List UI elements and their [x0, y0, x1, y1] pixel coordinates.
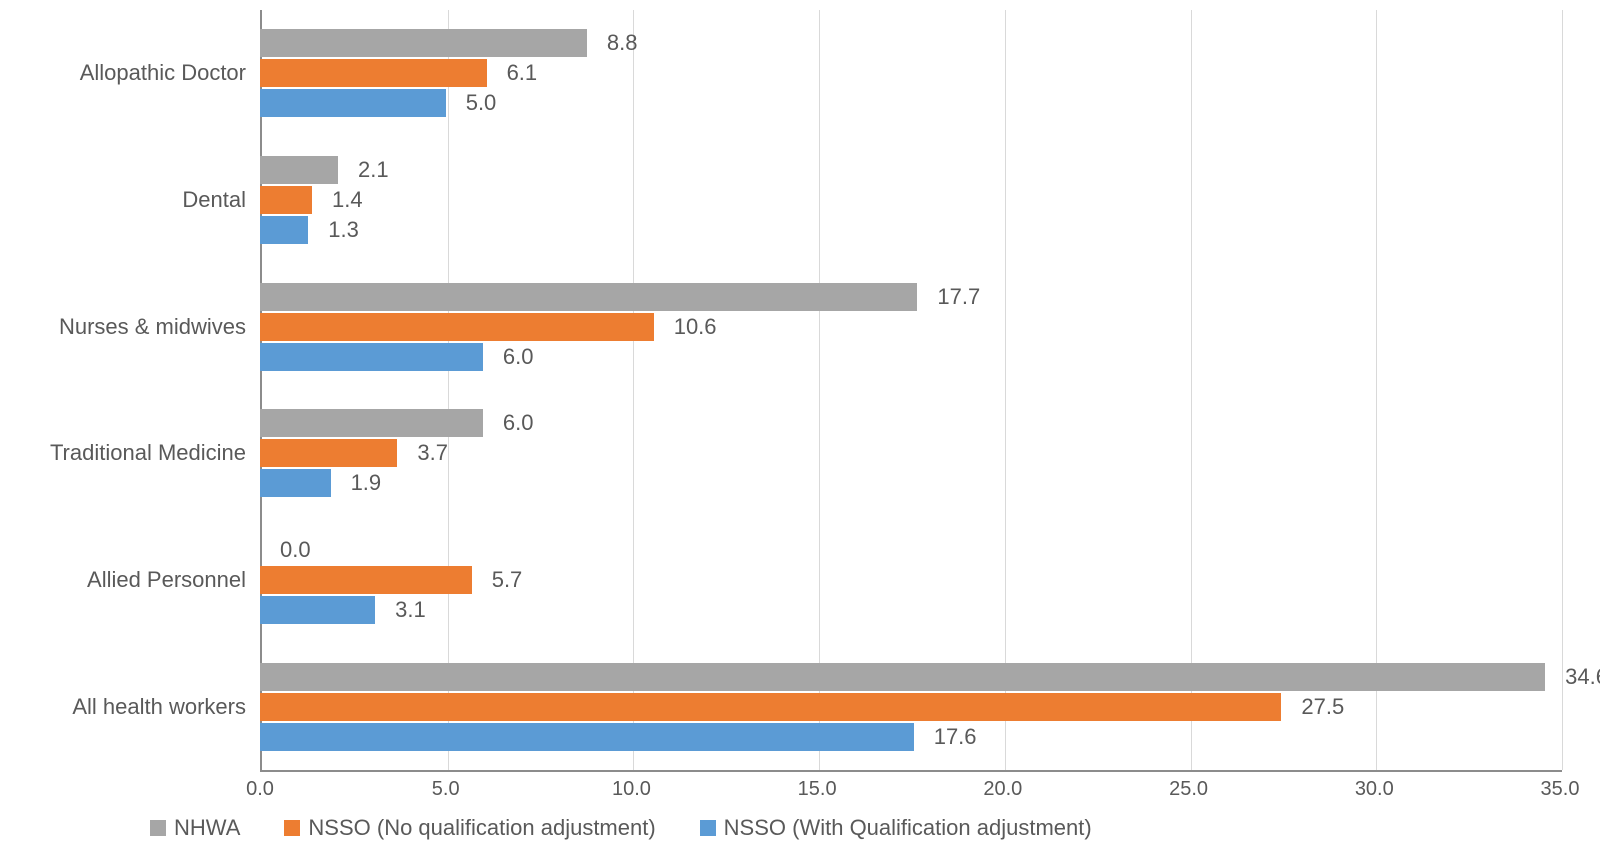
value-label: 3.1 — [395, 597, 426, 623]
bar-nsso_noq — [260, 693, 1281, 721]
value-label: 5.7 — [492, 567, 523, 593]
gridline — [448, 10, 449, 770]
bar-nsso_wq — [260, 469, 331, 497]
x-tick-label: 0.0 — [246, 778, 274, 801]
value-label: 1.3 — [328, 217, 359, 243]
category-label: All health workers — [72, 694, 246, 720]
bar-nsso_noq — [260, 566, 472, 594]
legend-item-nsso_wq: NSSO (With Qualification adjustment) — [700, 815, 1092, 841]
value-label: 6.0 — [503, 410, 534, 436]
legend-item-nhwa: NHWA — [150, 815, 240, 841]
bar-nsso_noq — [260, 59, 487, 87]
bar-nsso_noq — [260, 186, 312, 214]
bar-nsso_noq — [260, 439, 397, 467]
bar-nsso_wq — [260, 596, 375, 624]
bar-nhwa — [260, 409, 483, 437]
category-label: Allopathic Doctor — [80, 60, 246, 86]
legend-swatch — [150, 820, 166, 836]
x-tick-label: 5.0 — [432, 778, 460, 801]
gridline — [1005, 10, 1006, 770]
value-label: 10.6 — [674, 314, 717, 340]
bar-nsso_wq — [260, 723, 914, 751]
bar-nhwa — [260, 663, 1545, 691]
category-label: Traditional Medicine — [50, 440, 246, 466]
x-tick-label: 30.0 — [1355, 778, 1394, 801]
value-label: 8.8 — [607, 30, 638, 56]
bar-nsso_wq — [260, 216, 308, 244]
value-label: 17.6 — [934, 724, 977, 750]
plot-area — [260, 10, 1562, 772]
legend: NHWA NSSO (No qualification adjustment) NS… — [150, 815, 1092, 841]
bar-nhwa — [260, 283, 917, 311]
gridline — [1376, 10, 1377, 770]
gridline — [1562, 10, 1563, 770]
value-label: 6.0 — [503, 344, 534, 370]
bar-nsso_wq — [260, 89, 446, 117]
gridline — [819, 10, 820, 770]
bar-nsso_noq — [260, 313, 654, 341]
x-tick-label: 25.0 — [1169, 778, 1208, 801]
value-label: 5.0 — [466, 90, 497, 116]
x-tick-label: 15.0 — [798, 778, 837, 801]
bar-nhwa — [260, 156, 338, 184]
legend-item-nsso_noq: NSSO (No qualification adjustment) — [284, 815, 655, 841]
value-label: 27.5 — [1301, 694, 1344, 720]
category-label: Nurses & midwives — [59, 314, 246, 340]
legend-label: NHWA — [174, 815, 240, 841]
bar-nhwa — [260, 29, 587, 57]
value-label: 17.7 — [937, 284, 980, 310]
value-label: 6.1 — [507, 60, 538, 86]
x-tick-label: 35.0 — [1541, 778, 1580, 801]
x-tick-label: 20.0 — [983, 778, 1022, 801]
value-label: 3.7 — [417, 440, 448, 466]
category-label: Allied Personnel — [87, 567, 246, 593]
legend-label: NSSO (No qualification adjustment) — [308, 815, 655, 841]
bar-nsso_wq — [260, 343, 483, 371]
value-label: 0.0 — [280, 537, 311, 563]
category-label: Dental — [182, 187, 246, 213]
x-tick-label: 10.0 — [612, 778, 651, 801]
gridline — [1191, 10, 1192, 770]
value-label: 2.1 — [358, 157, 389, 183]
value-label: 1.4 — [332, 187, 363, 213]
legend-label: NSSO (With Qualification adjustment) — [724, 815, 1092, 841]
gridline — [633, 10, 634, 770]
legend-swatch — [700, 820, 716, 836]
value-label: 1.9 — [351, 470, 382, 496]
health-workers-chart: NHWA NSSO (No qualification adjustment) NS… — [0, 0, 1600, 860]
value-label: 34.6 — [1565, 664, 1600, 690]
legend-swatch — [284, 820, 300, 836]
